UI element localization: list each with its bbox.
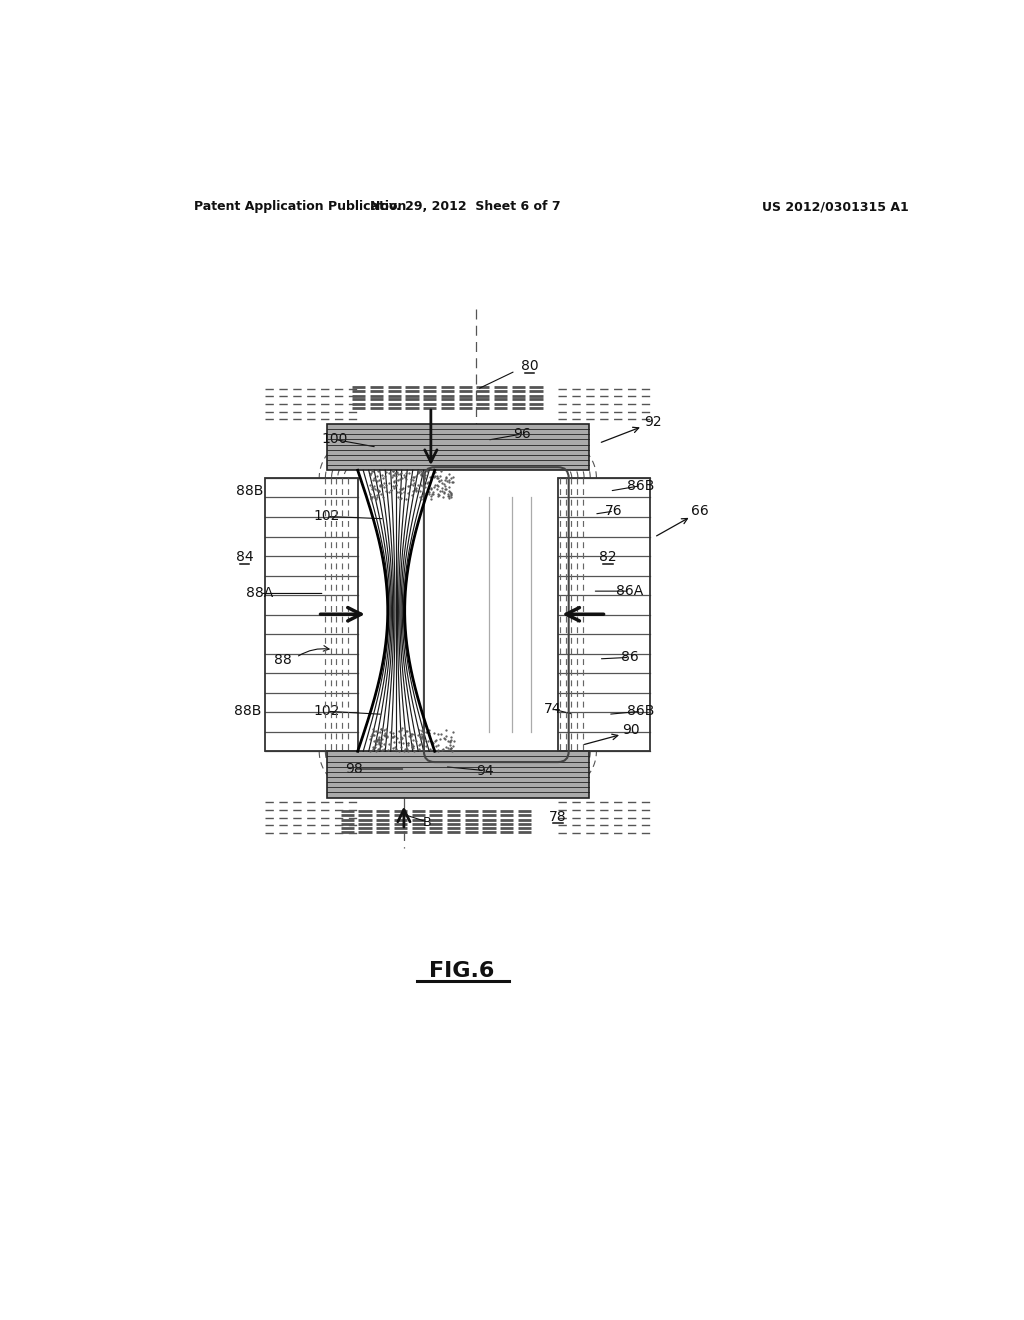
Text: 86B: 86B bbox=[628, 705, 654, 718]
Text: Patent Application Publication: Patent Application Publication bbox=[194, 201, 407, 214]
Text: 98: 98 bbox=[345, 762, 362, 776]
Text: 76: 76 bbox=[605, 504, 623, 517]
Text: 88B: 88B bbox=[237, 484, 263, 498]
Text: US 2012/0301315 A1: US 2012/0301315 A1 bbox=[762, 201, 908, 214]
Text: 86: 86 bbox=[621, 651, 638, 664]
Text: 86A: 86A bbox=[615, 585, 643, 598]
Text: FIG.6: FIG.6 bbox=[429, 961, 495, 981]
Text: 82: 82 bbox=[599, 550, 616, 564]
Polygon shape bbox=[327, 751, 589, 797]
Text: 92: 92 bbox=[644, 414, 662, 429]
Text: 102: 102 bbox=[313, 510, 340, 524]
Text: 88B: 88B bbox=[233, 705, 261, 718]
Text: 100: 100 bbox=[322, 433, 348, 446]
Text: 88: 88 bbox=[274, 653, 292, 668]
Text: B: B bbox=[423, 816, 431, 829]
Text: 66: 66 bbox=[691, 504, 710, 517]
Text: 90: 90 bbox=[623, 723, 640, 737]
Text: 78: 78 bbox=[549, 809, 566, 824]
Text: Nov. 29, 2012  Sheet 6 of 7: Nov. 29, 2012 Sheet 6 of 7 bbox=[371, 201, 561, 214]
Text: 80: 80 bbox=[520, 359, 539, 374]
Text: 96: 96 bbox=[513, 428, 530, 441]
Text: 86B: 86B bbox=[628, 479, 654, 492]
Text: 84: 84 bbox=[236, 550, 253, 564]
Polygon shape bbox=[327, 424, 589, 470]
Text: 74: 74 bbox=[544, 702, 561, 715]
Text: 88A: 88A bbox=[247, 586, 273, 601]
Text: 102: 102 bbox=[313, 705, 340, 718]
Text: 94: 94 bbox=[476, 763, 494, 777]
